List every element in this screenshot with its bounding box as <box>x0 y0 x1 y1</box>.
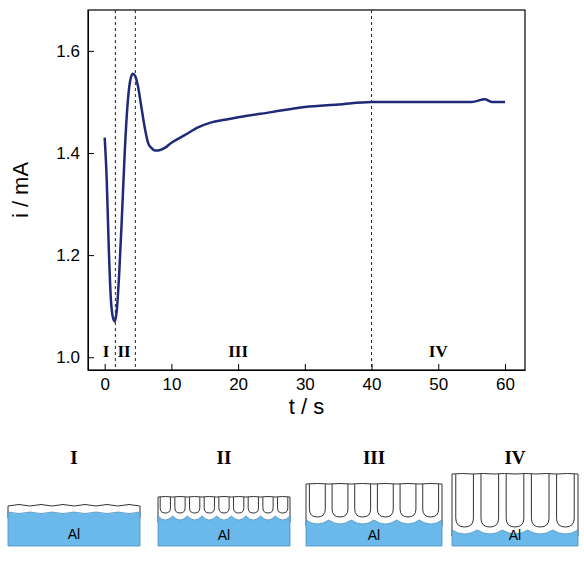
x-tick-mark <box>105 364 106 370</box>
x-axis-title: t / s <box>289 394 324 419</box>
pore <box>456 474 474 527</box>
y-axis: 1.0 1.2 1.4 1.6 <box>56 11 94 371</box>
stage-title: II <box>217 447 232 468</box>
x-tick-label: 10 <box>162 375 181 394</box>
stage-boundary <box>371 10 372 370</box>
y-axis-line <box>88 11 89 371</box>
x-tick-label: 50 <box>429 375 448 394</box>
y-tick-mark <box>88 153 94 154</box>
stage-label: I <box>103 342 110 361</box>
pore <box>506 474 524 527</box>
x-tick: 40 <box>363 364 382 394</box>
y-tick-label: 1.0 <box>56 348 80 367</box>
y-tick-mark <box>88 357 94 358</box>
x-tick-mark <box>438 364 439 370</box>
figure: 01020304050601.01.21.41.6t / si / mAIIII… <box>0 0 584 566</box>
stage-title: I <box>70 447 77 468</box>
stage-schematic: Al II <box>158 447 290 546</box>
y-tick-mark <box>88 255 94 256</box>
aluminium-substrate <box>158 516 290 546</box>
x-tick-label: 40 <box>363 375 382 394</box>
metal-label: Al <box>68 526 80 542</box>
x-tick-mark <box>171 364 172 370</box>
pore <box>377 484 393 517</box>
pore <box>234 497 244 513</box>
pore <box>423 484 439 517</box>
x-tick-mark <box>505 364 506 370</box>
x-tick: 20 <box>229 364 248 394</box>
plot-frame <box>88 10 525 370</box>
x-axis-line <box>89 370 526 371</box>
x-tick: 60 <box>496 364 515 394</box>
x-tick: 30 <box>296 364 315 394</box>
stage-label: IV <box>429 342 449 361</box>
y-tick: 1.4 <box>56 144 94 163</box>
pore <box>332 484 348 517</box>
pore <box>531 474 549 527</box>
stage-title: III <box>363 447 385 468</box>
x-tick: 10 <box>162 364 181 394</box>
pore <box>355 484 371 517</box>
pore <box>557 474 575 527</box>
metal-label: Al <box>368 527 380 543</box>
x-tick-label: 20 <box>229 375 248 394</box>
y-tick-mark <box>88 51 94 52</box>
x-tick-label: 60 <box>496 375 515 394</box>
stage-label: III <box>228 342 248 361</box>
x-tick: 50 <box>429 364 448 394</box>
y-tick: 1.6 <box>56 42 94 61</box>
pore <box>190 497 200 513</box>
y-tick-label: 1.2 <box>56 246 80 265</box>
metal-label: Al <box>509 527 521 543</box>
stage-schematic: Al IV <box>452 447 578 546</box>
x-tick-label: 30 <box>296 375 315 394</box>
pore <box>248 497 258 513</box>
x-tick-mark <box>305 364 306 370</box>
stage-label: II <box>117 342 131 361</box>
oxide-layer <box>158 497 290 523</box>
pore <box>309 484 325 517</box>
stage-title: IV <box>504 447 525 468</box>
stage-schematic: Al III <box>306 447 442 546</box>
y-axis-title: i / mA <box>8 162 33 219</box>
metal-label: Al <box>218 527 230 543</box>
pore <box>175 497 185 513</box>
aluminium-substrate <box>306 520 442 546</box>
x-tick: 0 <box>100 364 109 394</box>
aluminium-substrate <box>8 512 140 546</box>
stage-boundary <box>135 10 136 370</box>
stage-schematic: Al I <box>8 447 140 546</box>
current-curve <box>105 74 505 322</box>
y-tick: 1.0 <box>56 348 94 367</box>
x-axis: 0 10 20 30 40 50 60 <box>89 364 526 394</box>
y-tick-label: 1.6 <box>56 42 80 61</box>
pore <box>204 497 214 513</box>
pore <box>481 474 499 527</box>
pore <box>219 497 229 513</box>
x-tick-label: 0 <box>100 375 109 394</box>
pore <box>400 484 416 517</box>
pore <box>160 497 170 513</box>
plot-area <box>105 10 505 370</box>
pore <box>263 497 273 513</box>
x-tick-mark <box>238 364 239 370</box>
y-tick: 1.2 <box>56 246 94 265</box>
y-tick-label: 1.4 <box>56 144 80 163</box>
pore <box>278 497 288 513</box>
